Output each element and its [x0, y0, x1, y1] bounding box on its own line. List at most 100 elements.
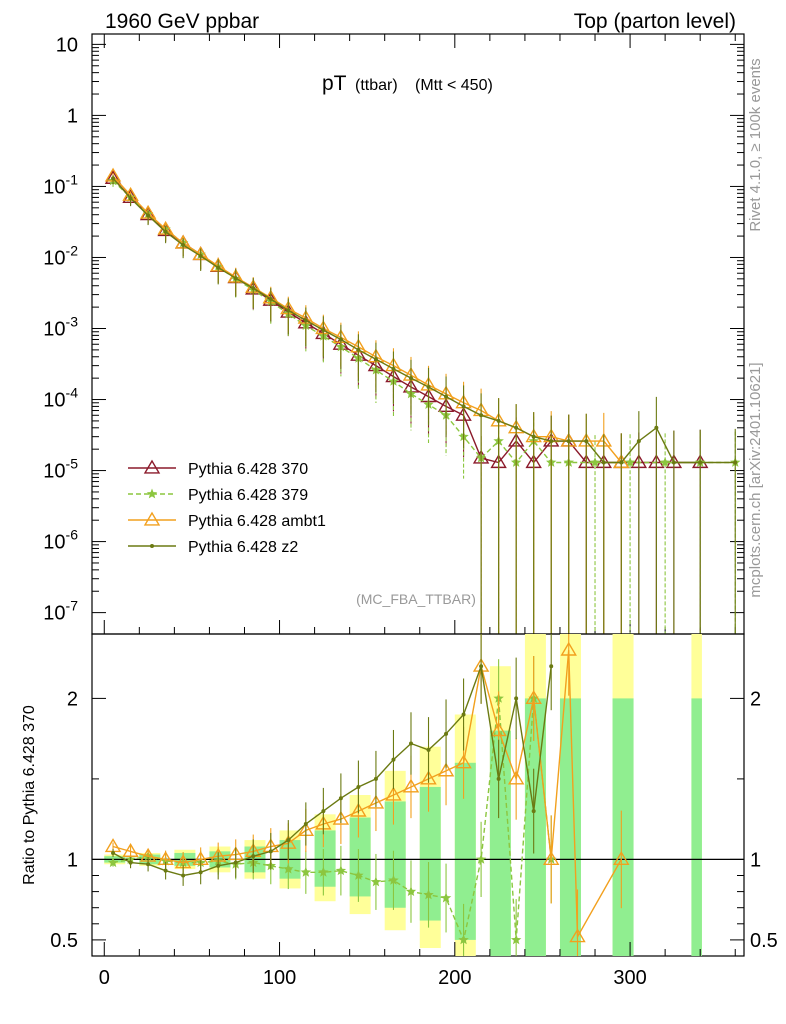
dot-marker: [150, 544, 154, 548]
star-marker: [440, 892, 452, 903]
dot-marker: [181, 242, 186, 247]
dot-marker: [619, 460, 624, 465]
dot-marker: [549, 664, 554, 669]
triangle-marker: [367, 794, 385, 809]
dot-marker: [698, 460, 703, 465]
dot-marker: [496, 418, 501, 423]
star-marker: [405, 886, 417, 896]
dot-marker: [584, 439, 589, 444]
legend: Pythia 6.428 370 Pythia 6.428 379 Pythia 6…: [128, 459, 326, 556]
dot-marker: [338, 796, 343, 801]
header-left: 1960 GeV ppbar: [105, 10, 259, 33]
rivet-label: Rivet 4.1.0, ≥ 100k events: [747, 58, 764, 231]
dot-marker: [321, 328, 326, 333]
dot-marker: [146, 213, 151, 218]
triangle-marker: [420, 770, 437, 785]
legend-label: Pythia 6.428 ambt1: [188, 513, 326, 530]
ratio-y-tick-label: 1: [67, 849, 78, 871]
dot-marker: [444, 731, 449, 736]
y-tick-label: 10-5: [43, 456, 78, 483]
series-line: [112, 180, 736, 464]
ratio-panel-frame: [91, 633, 745, 957]
dot-marker: [128, 860, 133, 865]
analysis-label: (MC_FBA_TTBAR): [356, 591, 476, 607]
y-tick-label: 10-7: [43, 598, 78, 625]
star-marker: [370, 876, 382, 887]
dot-marker: [181, 873, 186, 878]
star-marker: [300, 866, 312, 877]
mcplots-label: mcplots.cern.ch [arXiv:2401.10621]: [747, 362, 764, 597]
dot-marker: [733, 460, 738, 465]
dot-marker: [268, 849, 273, 854]
x-tick-label: 300: [613, 967, 646, 989]
dot-marker: [128, 196, 133, 201]
dot-marker: [496, 776, 501, 781]
header-right: Top (parton level): [574, 10, 736, 33]
star-marker: [423, 889, 434, 900]
dot-marker: [531, 434, 536, 439]
dot-marker: [549, 439, 554, 444]
ratio-band: [384, 801, 406, 908]
dot-marker: [233, 860, 238, 865]
dot-marker: [198, 253, 203, 258]
triangle-marker: [437, 762, 455, 777]
dot-marker: [461, 404, 466, 409]
ratio-y-tick-label-right: 1: [750, 849, 761, 871]
dot-marker: [216, 863, 221, 868]
triangle-marker: [122, 842, 139, 857]
dot-marker: [356, 784, 361, 789]
dot-marker: [198, 870, 203, 875]
ratio-y-tick-label: 2: [67, 688, 78, 710]
y-tick-label: 10-2: [43, 242, 78, 269]
series-line: [112, 177, 736, 464]
dot-marker: [566, 439, 571, 444]
dot-marker: [671, 460, 676, 465]
triangle-marker: [455, 754, 472, 769]
triangle-marker: [613, 851, 630, 865]
dot-marker: [251, 854, 256, 859]
ratio-panel-axes: 0.5 0.5 1 1 2 2 0 100 200 300: [50, 688, 778, 989]
dot-marker: [531, 809, 536, 814]
star-marker: [335, 865, 347, 876]
star-marker: [659, 457, 671, 467]
dot-marker: [338, 337, 343, 342]
dot-marker: [111, 176, 116, 181]
y-tick-label: 10-1: [43, 171, 78, 198]
triangle-marker: [385, 786, 402, 801]
plot-title-cut: (Mtt < 450): [415, 77, 493, 94]
dot-marker: [111, 850, 116, 855]
ratio-y-tick-label: 0.5: [50, 930, 78, 952]
star-marker: [475, 853, 487, 864]
ratio-band: [419, 786, 441, 921]
triangle-marker: [525, 690, 542, 704]
y-tick-label: 1: [67, 105, 78, 127]
dot-marker: [286, 838, 291, 843]
dot-marker: [426, 747, 431, 752]
dot-marker: [514, 696, 519, 701]
star-marker: [283, 863, 294, 874]
ratio-ylabel: Ratio to Pythia 6.428 370: [21, 705, 38, 885]
legend-label: Pythia 6.428 370: [188, 461, 308, 478]
star-marker: [388, 874, 399, 885]
dot-marker: [391, 366, 396, 371]
dot-marker: [636, 439, 641, 444]
dot-marker: [601, 460, 606, 465]
series-line: [112, 175, 622, 463]
y-tick-label: 10: [56, 34, 78, 56]
dot-marker: [479, 664, 484, 669]
dot-marker: [233, 276, 238, 281]
dot-marker: [356, 347, 361, 352]
triangle-marker: [490, 722, 507, 737]
legend-label: Pythia 6.428 379: [188, 487, 308, 504]
dot-marker: [163, 229, 168, 234]
ratio-band: [489, 730, 511, 956]
star-marker: [510, 934, 522, 945]
x-tick-label: 200: [438, 967, 471, 989]
dot-marker: [461, 712, 466, 717]
x-tick-label: 100: [263, 967, 296, 989]
triangle-marker: [542, 851, 560, 865]
dot-marker: [514, 425, 519, 430]
plot-title-main: pT: [322, 72, 347, 95]
legend-label: Pythia 6.428 z2: [188, 539, 298, 556]
